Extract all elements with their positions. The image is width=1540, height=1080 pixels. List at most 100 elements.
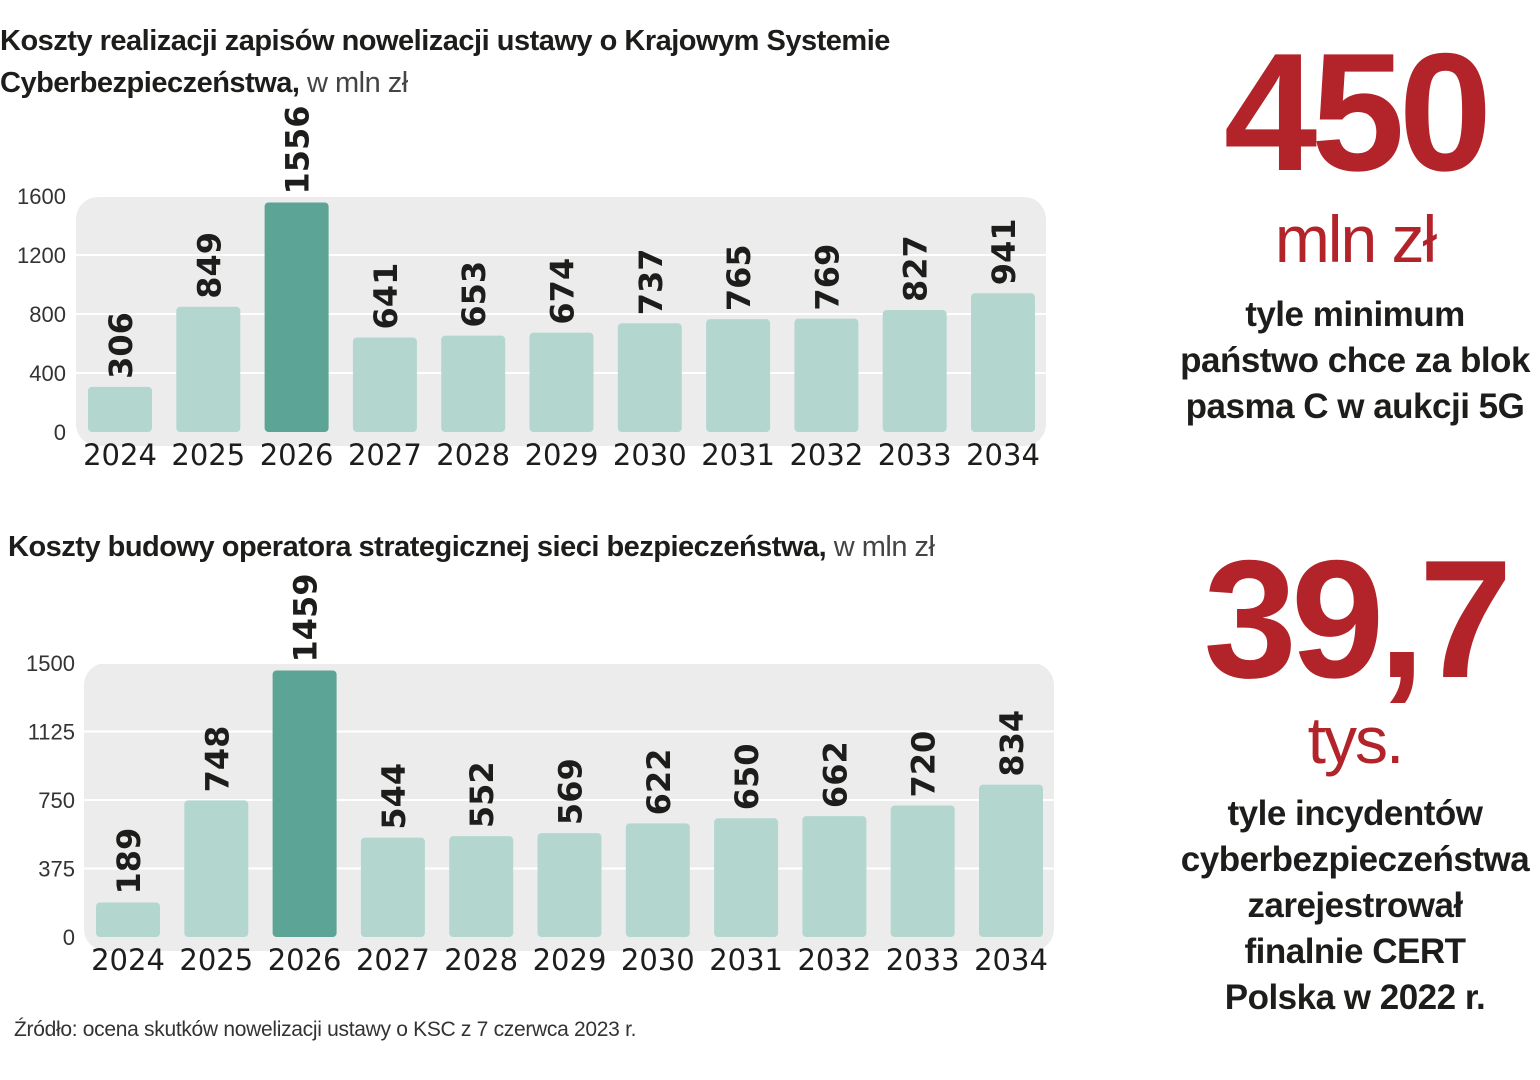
chart-1-value-label-2025: 849 (190, 232, 228, 299)
chart-2-category-label-2034: 2034 (974, 943, 1048, 977)
chart-2-bar-2026 (272, 670, 337, 937)
chart-1-category-label-2033: 2033 (878, 438, 952, 472)
chart-2-title-text: Koszty budowy operatora strategicznej si… (8, 531, 827, 563)
chart-2-value-label-2024: 189 (110, 828, 148, 895)
chart-1-bar-2024 (88, 386, 152, 432)
chart-2-bar-2030 (625, 823, 690, 937)
chart-2-value-label-2031: 650 (728, 743, 766, 810)
chart-2-bar-2027 (360, 837, 425, 937)
chart-1-bar-2029 (529, 332, 594, 432)
chart-2-bar-2031 (714, 818, 779, 937)
stat-1-desc-line-2: państwo chce za blok (1180, 341, 1530, 380)
chart-1-bar-2027 (352, 337, 417, 432)
chart-1-category-label-2032: 2032 (789, 438, 863, 472)
chart-1-category-label-2026: 2026 (260, 438, 334, 472)
chart-2-value-label-2028: 552 (463, 761, 501, 828)
chart-2-y-tick-label: 1500 (26, 651, 75, 676)
chart-2-value-label-2025: 748 (198, 726, 236, 793)
chart-2-category-label-2027: 2027 (356, 943, 430, 977)
stat-2-unit: tys. (1307, 703, 1405, 777)
chart-1-category-label-2029: 2029 (525, 438, 599, 472)
chart-1-title-line-2-text: Cyberbezpieczeństwa, (0, 67, 300, 99)
chart-1-value-label-2034: 941 (985, 218, 1023, 285)
chart-1-bar-2026 (264, 202, 329, 432)
chart-1-category-label-2028: 2028 (436, 438, 510, 472)
stat-1-desc-line-1: tyle minimum (1245, 295, 1465, 334)
stat-2-desc-line-5: Polska w 2022 r. (1224, 978, 1486, 1017)
chart-2-category-label-2026: 2026 (268, 943, 342, 977)
chart-1-y-tick-label: 1200 (17, 243, 66, 268)
stat-2-desc-line-3: zarejestrował (1247, 886, 1463, 925)
chart-1-value-label-2028: 653 (455, 261, 493, 328)
chart-1-value-label-2027: 641 (367, 263, 405, 330)
stat-1-unit: mln zł (1274, 202, 1437, 276)
chart-2-category-label-2024: 2024 (91, 943, 165, 977)
chart-2-value-label-2027: 544 (375, 763, 413, 830)
chart-2-bar-2029 (537, 833, 602, 937)
source-note: Źródło: ocena skutków nowelizacji ustawy… (14, 1018, 637, 1041)
chart-2-value-label-2029: 569 (552, 758, 590, 825)
chart-1-bar-2034 (971, 293, 1035, 432)
chart-1-category-label-2034: 2034 (966, 438, 1040, 472)
chart-1-category-label-2030: 2030 (613, 438, 687, 472)
chart-1-title-line-1: Koszty realizacji zapisów nowelizacji us… (0, 25, 890, 57)
chart-1-bar-2030 (617, 323, 682, 432)
chart-1-value-label-2030: 737 (632, 248, 670, 315)
chart-1-category-label-2027: 2027 (348, 438, 422, 472)
chart-2-y-tick-label: 375 (38, 857, 75, 882)
stat-block-2: 39,7 tys. tyle incydentów cyberbezpiecze… (1170, 535, 1540, 1021)
chart-2-bar-2033 (890, 805, 955, 937)
chart-2-y-tick-label: 750 (38, 788, 75, 813)
chart-2-y-tick-label: 1125 (28, 720, 75, 745)
chart-1-y-tick-label: 1600 (17, 184, 66, 209)
chart-1-value-label-2029: 674 (544, 258, 582, 325)
chart-2-value-label-2034: 834 (993, 710, 1031, 777)
stat-1-number: 450 (1223, 18, 1492, 206)
stat-1-desc-line-3: pasma C w aukcji 5G (1185, 387, 1525, 426)
stat-1-description: tyle minimum państwo chce za blok pasma … (1170, 292, 1540, 430)
chart-2-bar-2034 (979, 784, 1043, 937)
chart-2-value-label-2032: 662 (816, 741, 854, 808)
stat-2-desc-line-4: finalnie CERT (1244, 932, 1466, 971)
chart-2-category-label-2029: 2029 (533, 943, 607, 977)
chart-2-category-label-2032: 2032 (797, 943, 871, 977)
chart-1-y-tick-label: 400 (29, 361, 66, 386)
stat-2-desc-line-2: cyberbezpieczeństwa (1180, 840, 1530, 879)
chart-1: 0 400 800 1200 1600 306 2024 849 2025 1556 2026 641… (17, 105, 1046, 472)
chart-1-title-line-2: Cyberbezpieczeństwa, w mln zł (0, 62, 890, 104)
chart-1-y-tick-label: 0 (54, 420, 66, 445)
chart-1-category-label-2031: 2031 (701, 438, 775, 472)
chart-1-value-label-2026: 1556 (279, 105, 317, 194)
chart-2-category-label-2030: 2030 (621, 943, 695, 977)
chart-2-unit: w mln zł (833, 531, 935, 563)
chart-2-bar-2032 (802, 816, 867, 937)
chart-1-value-label-2033: 827 (897, 235, 935, 302)
chart-2: 0 375 750 1125 1500 189 2024 748 2025 1459 2026 544… (26, 573, 1054, 977)
chart-1-title: Koszty realizacji zapisów nowelizacji us… (0, 20, 890, 104)
stat-2-description: tyle incydentów cyberbezpieczeństwa zare… (1170, 791, 1540, 1021)
chart-1-bar-2028 (441, 335, 506, 432)
chart-1-y-tick-label: 800 (29, 302, 66, 327)
chart-1-unit: w mln zł (307, 67, 408, 99)
chart-2-bar-2024 (96, 902, 160, 937)
stat-2-number: 39,7 (1203, 525, 1513, 713)
chart-1-category-label-2025: 2025 (171, 438, 245, 472)
chart-2-bar-2025 (184, 800, 249, 937)
chart-2-category-label-2031: 2031 (709, 943, 783, 977)
chart-2-bar-2028 (449, 836, 514, 937)
chart-1-value-label-2031: 765 (720, 244, 758, 311)
chart-1-category-label-2024: 2024 (83, 438, 157, 472)
chart-1-bar-2025 (176, 306, 241, 432)
stat-2-desc-line-1: tyle incydentów (1227, 794, 1483, 833)
chart-1-value-label-2024: 306 (102, 312, 140, 379)
chart-1-value-label-2032: 769 (808, 244, 846, 311)
chart-2-category-label-2025: 2025 (179, 943, 253, 977)
chart-2-value-label-2030: 622 (640, 749, 678, 816)
chart-2-category-label-2033: 2033 (886, 943, 960, 977)
chart-1-bar-2033 (882, 310, 947, 432)
stat-block-1: 450 mln zł tyle minimum państwo chce za … (1170, 28, 1540, 430)
chart-1-bar-2032 (794, 318, 859, 432)
chart-1-bar-2031 (706, 319, 771, 432)
chart-2-value-label-2026: 1459 (287, 573, 325, 662)
chart-2-value-label-2033: 720 (905, 731, 943, 798)
